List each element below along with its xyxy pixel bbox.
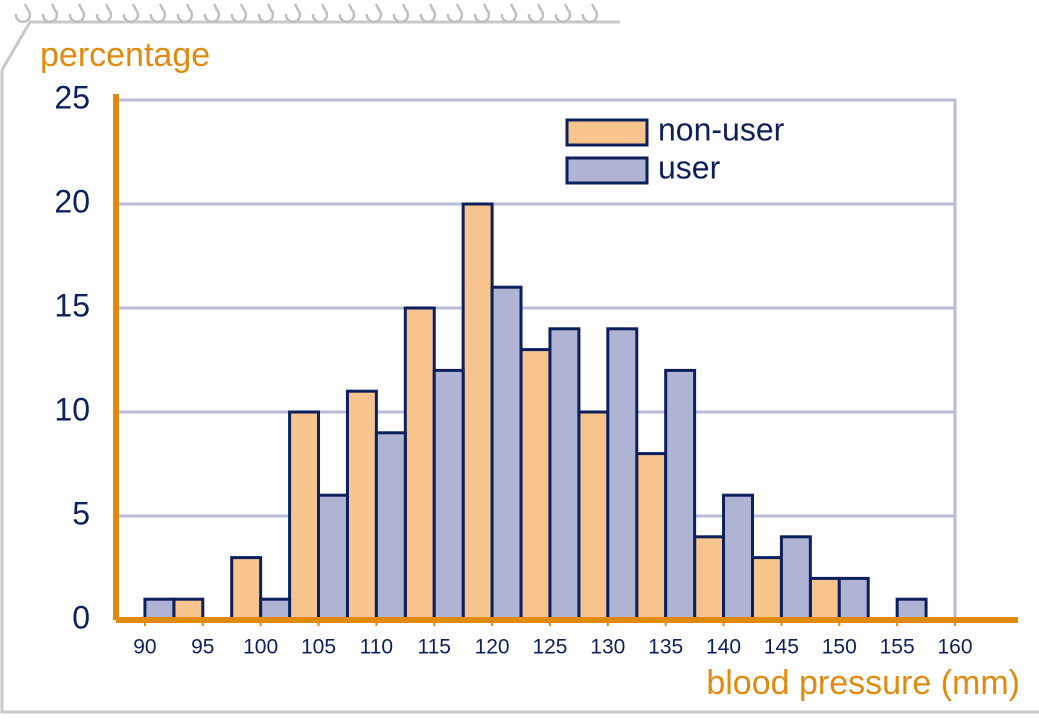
x-tick-label: 110 [360,636,393,659]
spiral-rings [14,3,599,24]
bar [172,597,205,622]
bar [693,535,726,622]
x-tick-label: 115 [417,636,450,659]
bar [635,452,668,622]
x-tick-label: 120 [475,636,510,659]
legend-label: user [658,149,721,185]
bar [606,327,639,622]
bar [837,576,870,622]
bar [895,597,928,622]
x-tick-label: 95 [191,636,214,659]
bar [230,556,263,622]
y-tick-label: 25 [54,79,90,115]
notebook-frame [0,20,1039,714]
x-tick-label: 130 [590,636,625,659]
y-axis-label: percentage [40,36,210,74]
x-tick-label: 140 [706,636,741,659]
y-tick-label: 5 [72,495,90,531]
bar [403,306,436,622]
x-tick-label: 150 [822,636,857,659]
bar [461,202,494,622]
x-tick-label: 145 [764,636,799,659]
bar [345,389,378,622]
bar [259,597,292,622]
y-tick-label: 10 [54,391,90,427]
bar [519,348,552,622]
bar [750,556,783,622]
bar [432,368,465,622]
bar [490,285,523,622]
legend-swatch [565,156,649,185]
y-tick-label: 0 [72,599,90,635]
x-tick-label: 100 [243,636,278,659]
bar [664,368,697,622]
y-tick-label: 20 [54,183,90,219]
x-tick-label: 105 [301,636,336,659]
bar [548,327,581,622]
bar [374,431,407,622]
legend-label: non-user [658,111,785,147]
x-tick-label: 125 [532,636,567,659]
x-tick-label: 135 [648,636,683,659]
bar [779,535,812,622]
bar [288,410,321,622]
x-axis-label: blood pressure (mm) [706,664,1020,702]
x-tick-label: 160 [937,636,972,659]
bar [722,493,754,622]
bar [808,576,841,622]
bar [143,597,176,622]
bar [317,493,349,622]
x-tick-label: 90 [133,636,156,659]
y-tick-label: 15 [54,287,90,323]
x-tick-label: 155 [880,636,915,659]
bar [577,410,610,622]
legend-swatch [565,118,649,147]
